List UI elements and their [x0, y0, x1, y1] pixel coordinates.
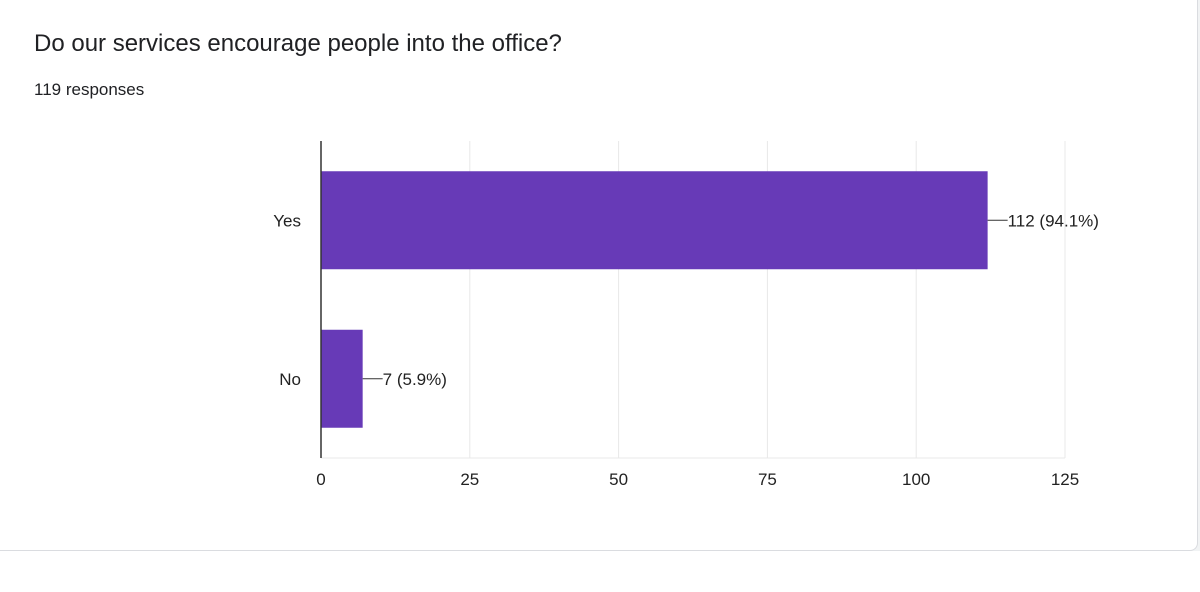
bar-no [321, 329, 363, 428]
x-tick-label: 25 [460, 470, 479, 489]
category-label: No [279, 370, 301, 389]
x-tick-label: 125 [1051, 470, 1079, 489]
question-card: Do our services encourage people into th… [0, 0, 1198, 551]
bars [321, 171, 988, 428]
bar-yes [321, 171, 988, 270]
labels: 0 25 50 75 100 125 Yes 112 (94.1%) No 7 (5.9%) [273, 211, 1099, 489]
x-tick-label: 75 [758, 470, 777, 489]
response-count: 119 responses [34, 80, 145, 99]
data-label: 7 (5.9%) [383, 370, 447, 389]
page-background [0, 551, 1200, 592]
question-title: Do our services encourage people into th… [34, 30, 562, 57]
x-tick-label: 100 [902, 470, 930, 489]
data-label: 112 (94.1%) [1008, 211, 1099, 230]
x-tick-label: 0 [316, 470, 325, 489]
x-tick-label: 50 [609, 470, 628, 489]
category-label: Yes [273, 211, 301, 230]
